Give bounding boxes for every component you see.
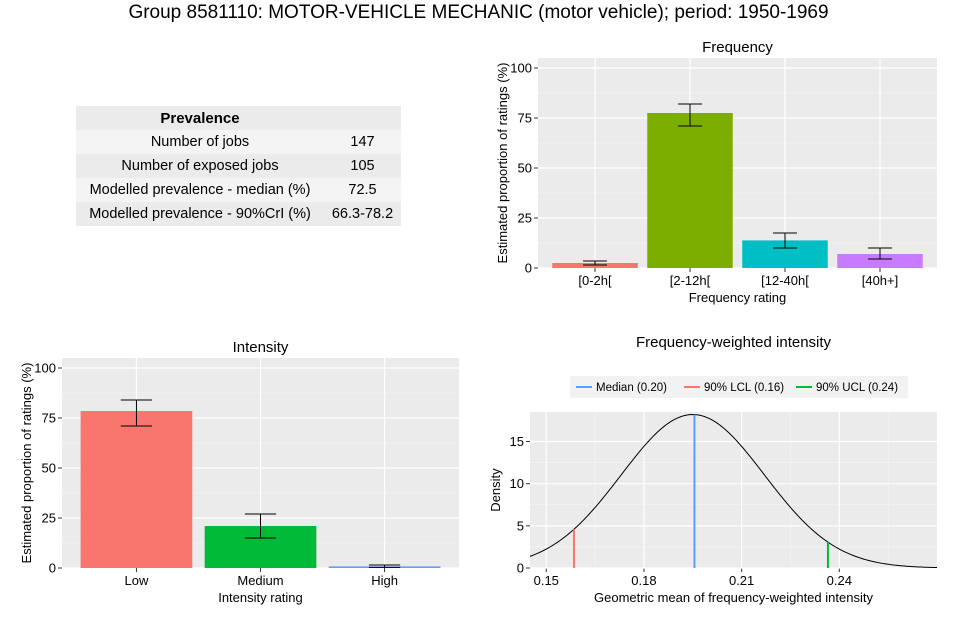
y-tick-label: 0: [49, 561, 56, 576]
legend-box: [570, 376, 908, 398]
x-tick-label: 0.21: [729, 573, 754, 588]
x-tick-label: 0.18: [631, 573, 656, 588]
bar: [837, 254, 923, 268]
page-title: Group 8581110: MOTOR-VEHICLE MECHANIC (m…: [128, 2, 829, 23]
x-axis-label: Geometric mean of frequency-weighted int…: [594, 590, 873, 605]
x-tick-label: 0.15: [534, 573, 559, 588]
y-tick-label: 15: [510, 434, 524, 449]
table-row: Number of jobs 147: [76, 130, 401, 154]
y-axis-label: Estimated proportion of ratings (%): [19, 363, 34, 564]
legend-label: Median (0.20): [596, 382, 667, 394]
y-axis-label: Density: [488, 468, 503, 512]
x-tick-label: 0.24: [827, 573, 852, 588]
row-label: Modelled prevalence - median (%): [76, 178, 324, 202]
y-tick-label: 75: [518, 111, 532, 126]
y-tick-label: 100: [34, 361, 56, 376]
row-value: 147: [324, 130, 401, 154]
y-tick-label: 0: [517, 561, 524, 576]
row-label: Modelled prevalence - 90%CrI (%): [76, 202, 324, 226]
bar: [80, 411, 193, 568]
table-row: Modelled prevalence - median (%) 72.5: [76, 178, 401, 202]
row-label: Number of jobs: [76, 130, 324, 154]
table-row: Number of exposed jobs 105: [76, 154, 401, 178]
x-tick-label: [12-40h[: [761, 273, 809, 288]
plot-panel: [530, 412, 937, 568]
chart-title: Frequency-weighted intensity: [636, 334, 832, 351]
table-header: Prevalence: [76, 106, 324, 130]
legend-label: 90% UCL (0.24): [816, 382, 898, 394]
row-value: 72.5: [324, 178, 401, 202]
table-header-empty: [324, 106, 401, 130]
x-tick-label: High: [371, 573, 398, 588]
x-axis-label: Frequency rating: [689, 290, 787, 305]
chart-title: Frequency: [702, 39, 773, 56]
table-header-row: Prevalence: [76, 106, 401, 130]
y-tick-label: 100: [510, 61, 532, 76]
x-axis-label: Intensity rating: [218, 590, 303, 605]
y-tick-label: 25: [42, 511, 56, 526]
plot-panel: [538, 58, 937, 268]
bar: [647, 113, 733, 268]
x-tick-label: [40h+]: [862, 273, 899, 288]
y-tick-label: 10: [510, 476, 524, 491]
y-tick-label: 50: [518, 161, 532, 176]
y-tick-label: 0: [525, 261, 532, 276]
y-tick-label: 25: [518, 211, 532, 226]
prevalence-table: Prevalence Number of jobs 147 Number of …: [76, 106, 401, 226]
x-tick-label: [0-2h[: [578, 273, 612, 288]
x-tick-label: [2-12h[: [670, 273, 711, 288]
y-tick-label: 50: [42, 461, 56, 476]
x-tick-label: Medium: [237, 573, 283, 588]
x-tick-label: Low: [125, 573, 149, 588]
y-tick-label: 5: [517, 518, 524, 533]
y-tick-label: 75: [42, 411, 56, 426]
density-curve: [529, 414, 938, 569]
row-value: 105: [324, 154, 401, 178]
row-value: 66.3-78.2: [324, 202, 401, 226]
chart-title: Intensity: [233, 339, 289, 356]
y-axis-label: Estimated proportion of ratings (%): [495, 63, 510, 264]
legend-label: 90% LCL (0.16): [704, 382, 784, 394]
row-label: Number of exposed jobs: [76, 154, 324, 178]
table-row: Modelled prevalence - 90%CrI (%) 66.3-78…: [76, 202, 401, 226]
